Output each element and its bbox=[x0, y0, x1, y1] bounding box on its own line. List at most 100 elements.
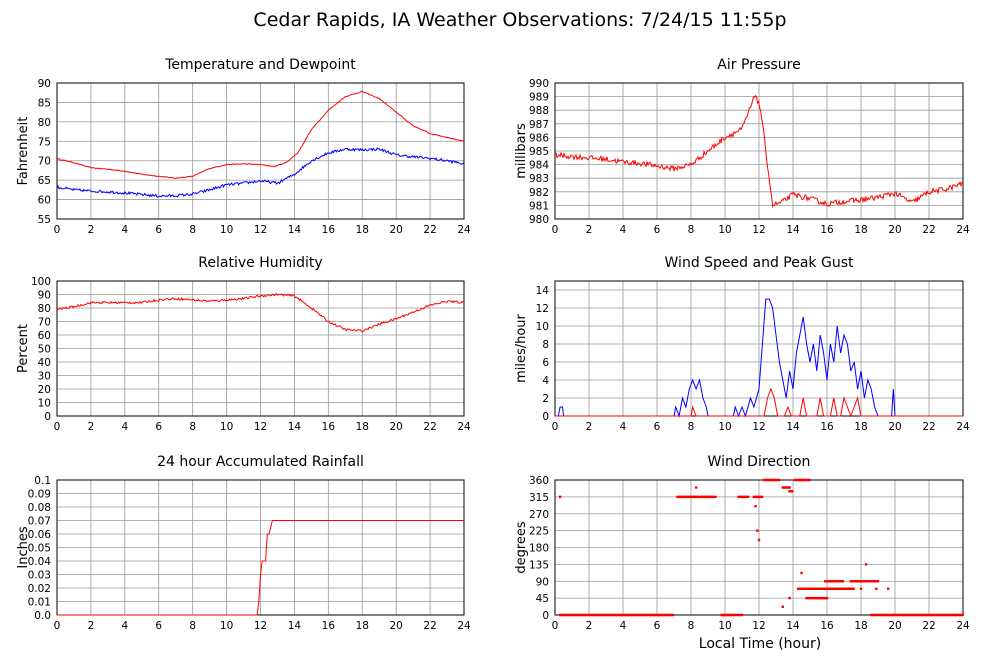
data-point bbox=[588, 613, 592, 617]
y-tick-label: 0.02 bbox=[28, 583, 51, 595]
data-point bbox=[810, 587, 813, 590]
data-point bbox=[677, 495, 680, 499]
data-point bbox=[727, 613, 730, 617]
data-point bbox=[620, 613, 623, 617]
data-point bbox=[596, 613, 600, 617]
data-point bbox=[941, 613, 944, 617]
data-point bbox=[812, 587, 815, 590]
x-tick-label: 16 bbox=[820, 620, 834, 632]
y-tick-label: 90 bbox=[38, 290, 51, 302]
data-point bbox=[702, 495, 705, 499]
data-point bbox=[693, 495, 697, 499]
data-point bbox=[687, 495, 690, 499]
x-tick-label: 6 bbox=[155, 620, 162, 632]
data-point bbox=[894, 613, 898, 617]
data-point bbox=[832, 580, 835, 583]
x-tick-label: 10 bbox=[718, 224, 731, 236]
y-tick-label: 270 bbox=[529, 509, 549, 521]
data-point bbox=[889, 613, 892, 617]
data-point bbox=[740, 613, 744, 617]
y-tick-label: 0.1 bbox=[34, 475, 51, 487]
x-tick-label: 18 bbox=[356, 224, 369, 236]
data-point bbox=[842, 587, 846, 590]
data-point bbox=[878, 613, 881, 617]
data-point bbox=[754, 495, 757, 499]
data-point bbox=[685, 495, 689, 499]
data-point bbox=[652, 613, 656, 617]
data-point bbox=[567, 613, 570, 617]
data-point bbox=[794, 478, 798, 482]
y-tick-label: 6 bbox=[542, 357, 549, 369]
data-point bbox=[594, 613, 597, 617]
data-point bbox=[669, 613, 672, 617]
data-point bbox=[724, 613, 727, 617]
data-point bbox=[785, 486, 789, 489]
data-point bbox=[833, 587, 836, 590]
y-tick-label: 315 bbox=[529, 492, 549, 504]
x-tick-label: 6 bbox=[654, 620, 661, 632]
data-point bbox=[871, 580, 874, 583]
data-point bbox=[560, 613, 563, 617]
data-point bbox=[823, 596, 826, 600]
data-point bbox=[776, 478, 779, 482]
data-point bbox=[922, 613, 925, 617]
data-point bbox=[800, 478, 803, 482]
data-point bbox=[696, 495, 699, 499]
data-point bbox=[639, 613, 642, 617]
data-point bbox=[576, 613, 579, 617]
data-point bbox=[659, 613, 662, 617]
y-tick-label: 0.04 bbox=[28, 556, 52, 568]
data-point bbox=[607, 613, 611, 617]
x-tick-label: 14 bbox=[786, 224, 800, 236]
y-axis-label: Percent bbox=[16, 324, 31, 373]
data-point bbox=[830, 587, 833, 590]
data-point bbox=[796, 478, 799, 482]
x-tick-label: 6 bbox=[155, 421, 162, 433]
data-point bbox=[859, 580, 862, 583]
data-point bbox=[602, 613, 605, 617]
data-point bbox=[752, 495, 756, 499]
x-tick-label: 2 bbox=[88, 620, 95, 632]
x-tick-label: 6 bbox=[654, 224, 661, 236]
data-point bbox=[611, 613, 615, 617]
data-point bbox=[887, 587, 890, 590]
x-tick-label: 12 bbox=[254, 620, 267, 632]
data-point bbox=[855, 580, 858, 583]
data-point bbox=[773, 478, 777, 482]
y-tick-label: 0.0 bbox=[34, 610, 51, 622]
x-tick-label: 14 bbox=[288, 224, 302, 236]
data-point bbox=[950, 613, 953, 617]
data-point bbox=[935, 613, 939, 617]
data-point bbox=[803, 478, 806, 482]
x-tick-label: 10 bbox=[220, 421, 233, 433]
data-point bbox=[558, 495, 562, 499]
data-point bbox=[787, 486, 790, 489]
data-point bbox=[828, 580, 831, 583]
data-point bbox=[758, 495, 761, 499]
x-tick-label: 4 bbox=[620, 224, 627, 236]
data-point bbox=[904, 613, 907, 617]
x-tick-label: 20 bbox=[888, 620, 901, 632]
data-point bbox=[890, 613, 893, 617]
data-point bbox=[849, 587, 852, 590]
x-tick-label: 4 bbox=[620, 421, 627, 433]
data-point bbox=[782, 486, 786, 489]
y-tick-label: 135 bbox=[529, 559, 549, 571]
x-tick-label: 8 bbox=[688, 620, 695, 632]
data-point bbox=[840, 580, 843, 583]
x-tick-label: 18 bbox=[854, 620, 867, 632]
x-tick-label: 16 bbox=[820, 421, 834, 433]
data-point bbox=[632, 613, 635, 617]
data-point bbox=[825, 596, 829, 600]
y-tick-label: 12 bbox=[536, 303, 549, 315]
data-point bbox=[931, 613, 934, 617]
data-point bbox=[681, 495, 685, 499]
data-point bbox=[755, 495, 758, 499]
data-point bbox=[829, 580, 832, 583]
data-point bbox=[803, 587, 807, 590]
data-point bbox=[805, 587, 808, 590]
data-point bbox=[923, 613, 926, 617]
data-point bbox=[813, 587, 816, 590]
